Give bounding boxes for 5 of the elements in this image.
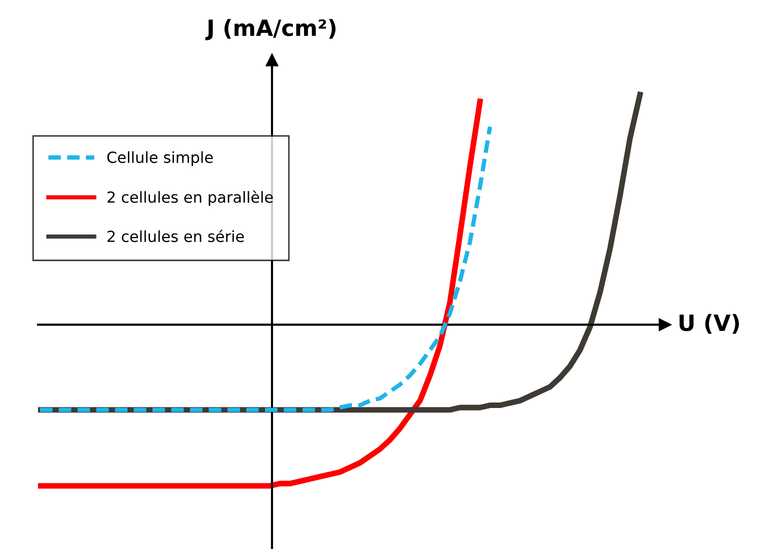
legend-label: 2 cellules en série — [108, 230, 244, 242]
legend-label: 2 cellules en parallèle — [108, 190, 273, 206]
x-axis-title: U (V) — [680, 314, 739, 334]
y-axis-title: J (mA/cm²) — [205, 18, 336, 40]
legend-label: Cellule simple — [107, 151, 213, 166]
